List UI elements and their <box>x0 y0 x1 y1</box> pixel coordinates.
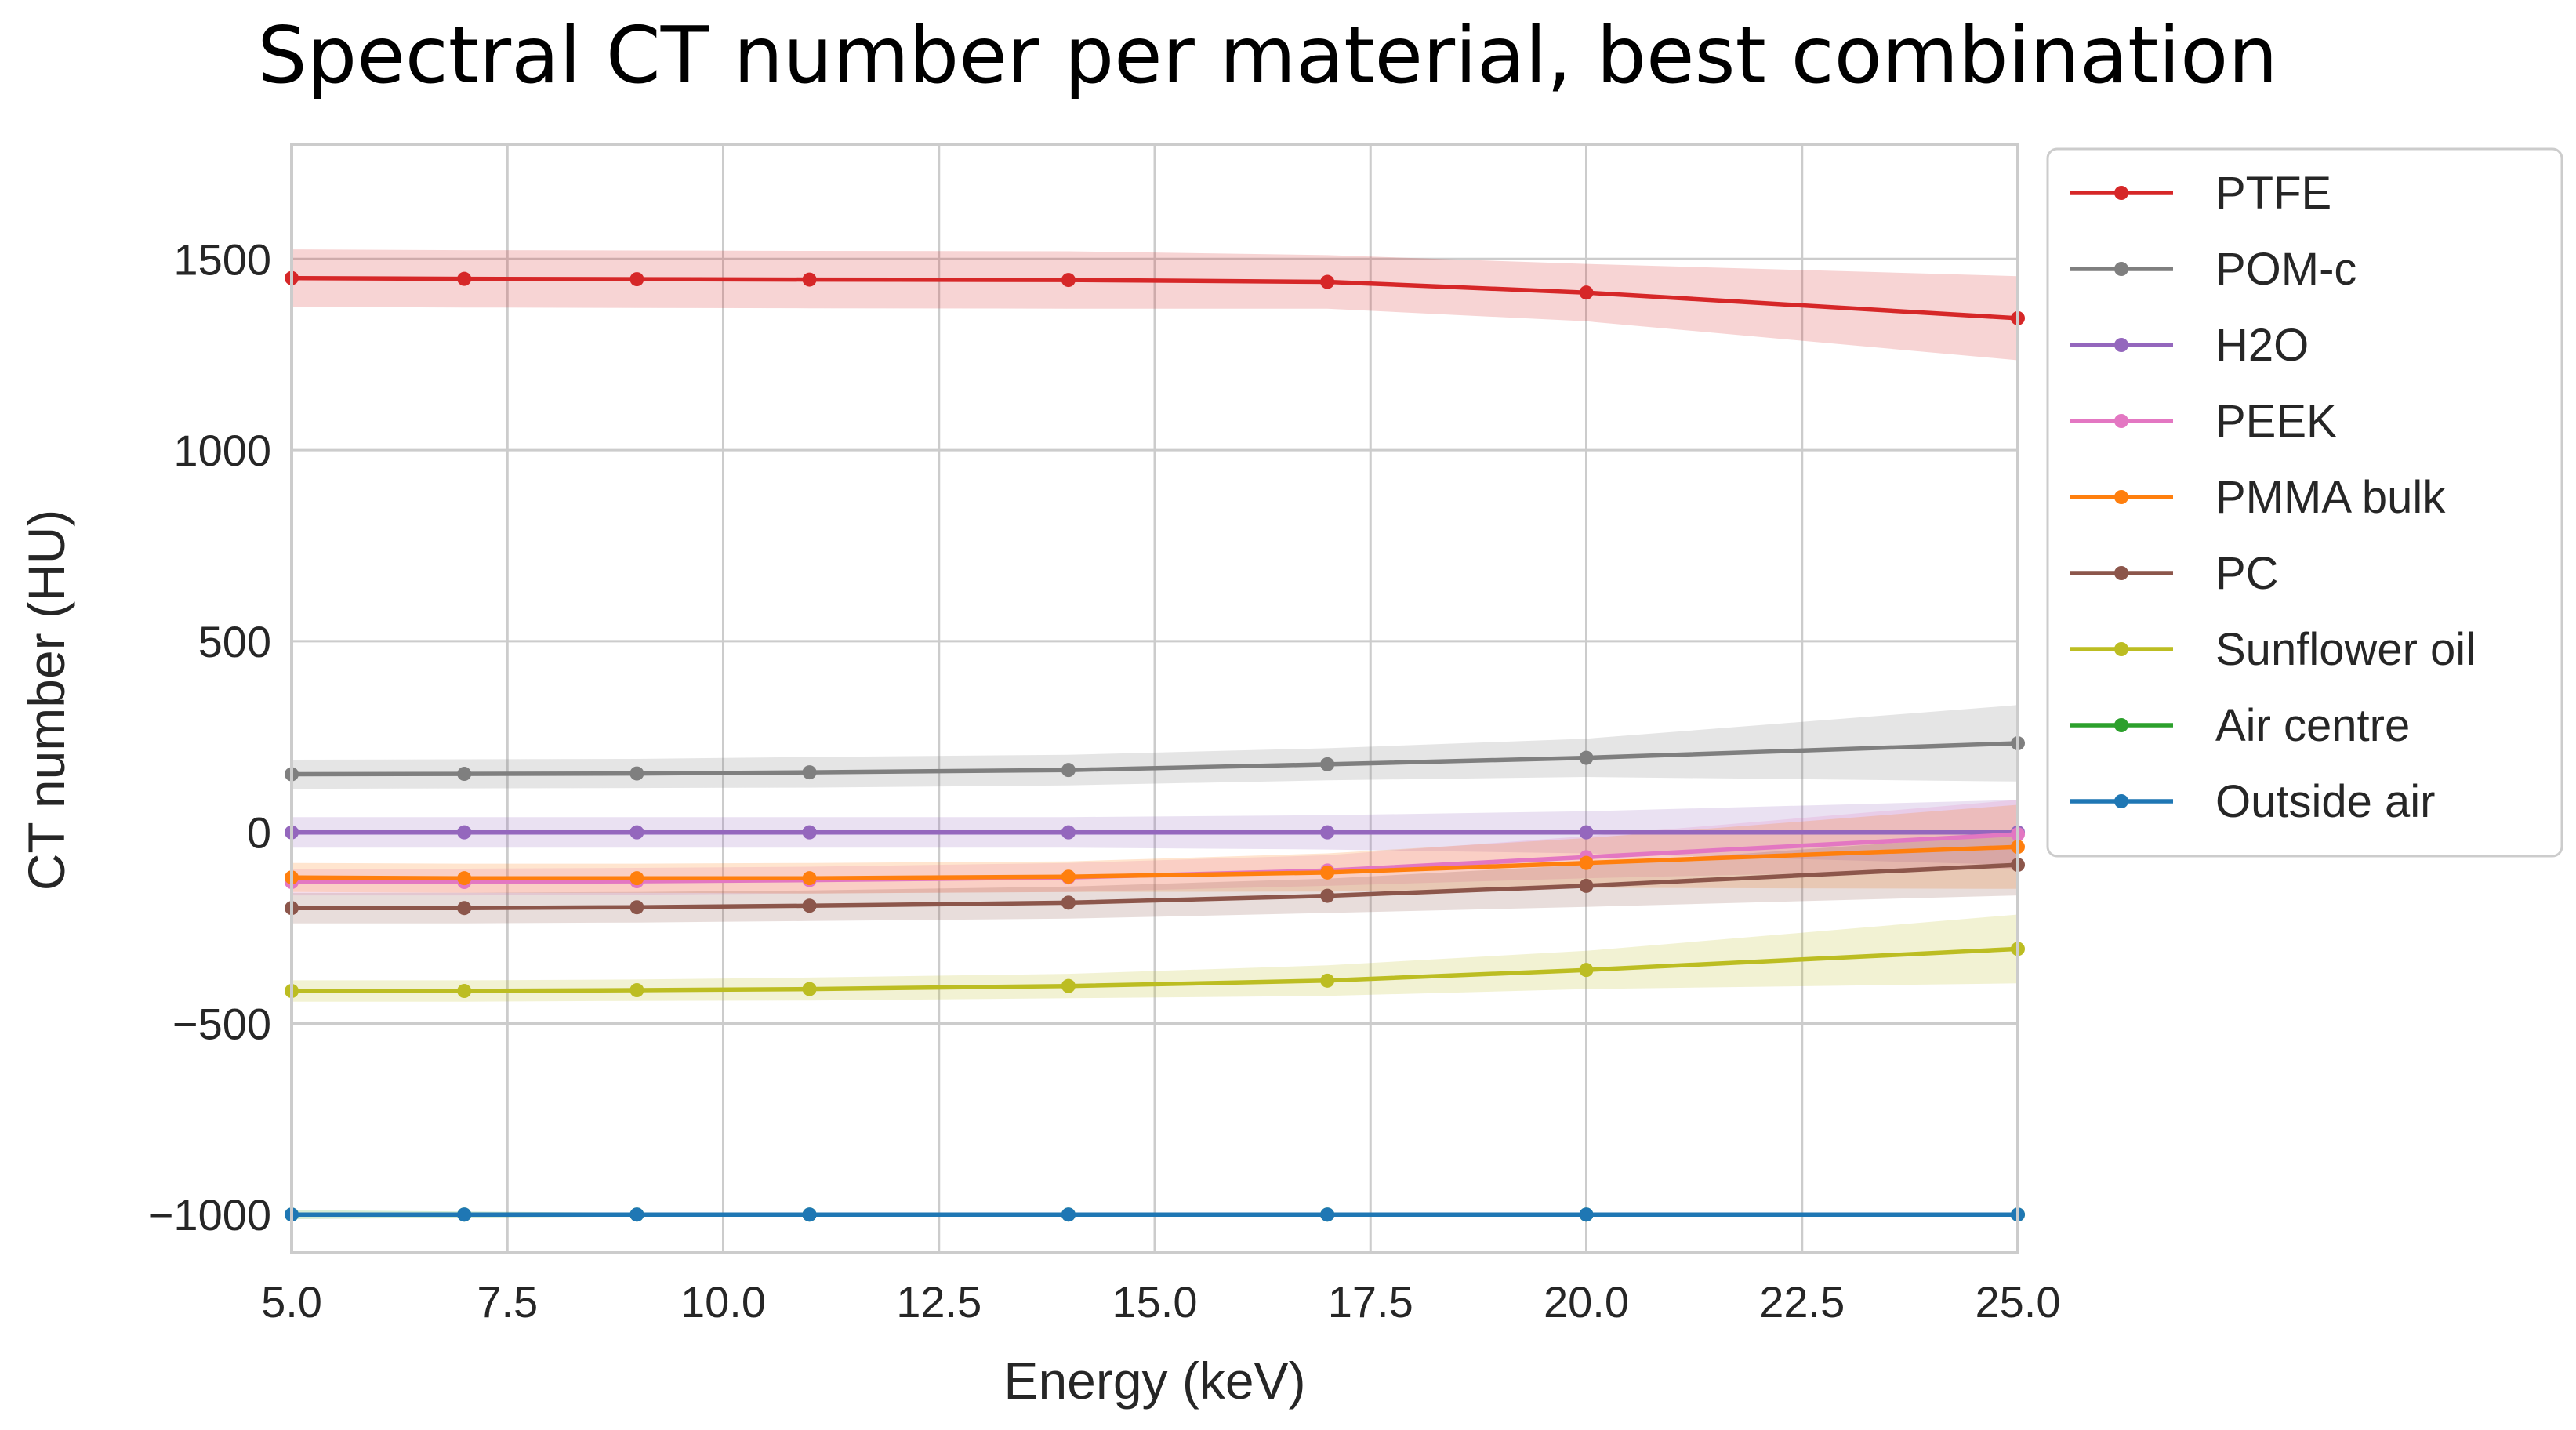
y-tick-label: 0 <box>247 808 271 858</box>
data-point <box>1061 869 1076 884</box>
data-point <box>1061 978 1076 993</box>
series-line-4 <box>291 844 2019 880</box>
x-tick-label: 25.0 <box>1976 1277 2061 1327</box>
data-point <box>457 271 472 286</box>
data-point <box>1579 1207 1594 1222</box>
data-point <box>1320 757 1335 771</box>
x-tick-label: 17.5 <box>1328 1277 1413 1327</box>
x-tick-label: 22.5 <box>1759 1277 1845 1327</box>
x-axis-label: Energy (keV) <box>1003 1352 1305 1410</box>
tick-labels: 5.0 7.5 10.0 12.5 15.0 17.5 20.0 22.5 25.0 −1000 −… <box>148 234 2061 1327</box>
x-tick-label: 20.0 <box>1544 1277 1629 1327</box>
data-point <box>629 272 644 287</box>
legend-label-1: POM-c <box>2215 244 2356 295</box>
data-point <box>1320 888 1335 903</box>
data-point <box>457 901 472 916</box>
legend: PTFE POM-c H2O PEEK PMMA bulk PC Sunflower oil… <box>2046 147 2563 858</box>
x-tick-label: 10.0 <box>680 1277 766 1327</box>
data-point <box>1061 1207 1076 1222</box>
band-4 <box>292 804 2018 894</box>
y-tick-label: −1000 <box>148 1190 271 1239</box>
x-tick-label: 7.5 <box>477 1277 538 1327</box>
legend-label-7: Air centre <box>2215 700 2410 751</box>
data-point <box>1579 963 1594 978</box>
series-line-5 <box>292 862 2019 910</box>
band-1 <box>292 705 2018 789</box>
series-line-1 <box>291 741 2019 777</box>
legend-marker-0 <box>2114 186 2128 200</box>
data-point <box>1061 273 1076 288</box>
data-point <box>802 825 817 840</box>
x-tick-label: 15.0 <box>1112 1277 1198 1327</box>
data-point <box>1579 855 1594 870</box>
data-point <box>629 900 644 915</box>
data-point <box>457 825 472 840</box>
series-line-6 <box>292 946 2019 993</box>
legend-marker-5 <box>2114 566 2128 580</box>
data-point <box>1061 825 1076 840</box>
y-tick-label: −500 <box>172 999 271 1048</box>
data-point <box>1061 763 1076 778</box>
data-point <box>802 871 817 886</box>
data-point <box>1579 878 1594 893</box>
data-point <box>1320 274 1335 289</box>
legend-frame <box>2046 147 2563 858</box>
data-point <box>629 871 644 886</box>
data-point <box>1579 750 1594 765</box>
data-point <box>1320 825 1335 840</box>
legend-marker-3 <box>2114 414 2128 428</box>
y-tick-label: 500 <box>198 617 271 666</box>
legend-marker-7 <box>2114 718 2128 732</box>
chart-title: Spectral CT number per material, best co… <box>257 9 2277 101</box>
data-point <box>1579 285 1594 300</box>
data-point <box>629 825 644 840</box>
y-tick-label: 1000 <box>173 426 271 475</box>
legend-label-8: Outside air <box>2215 776 2435 827</box>
legend-marker-6 <box>2114 642 2128 656</box>
data-point <box>457 871 472 886</box>
legend-label-2: H2O <box>2215 320 2309 371</box>
legend-label-3: PEEK <box>2215 396 2337 447</box>
data-point <box>629 983 644 998</box>
legend-label-5: PC <box>2215 548 2279 599</box>
data-point <box>629 766 644 781</box>
legend-marker-4 <box>2114 490 2128 504</box>
plot-frame <box>290 143 2019 1254</box>
legend-marker-8 <box>2114 794 2128 808</box>
legend-marker-1 <box>2114 262 2128 276</box>
data-point <box>629 1207 644 1222</box>
band-3 <box>292 800 2018 896</box>
legend-label-0: PTFE <box>2215 168 2331 219</box>
data-point <box>1320 1207 1335 1222</box>
band-6 <box>292 914 2018 1002</box>
legend-label-6: Sunflower oil <box>2215 624 2476 675</box>
data-point <box>802 765 817 780</box>
data-point <box>1061 895 1076 910</box>
data-point <box>1320 865 1335 880</box>
band-5 <box>292 834 2018 924</box>
data-point <box>1320 973 1335 988</box>
data-point <box>457 984 472 999</box>
y-tick-label: 1500 <box>173 234 271 284</box>
data-point <box>457 1207 472 1222</box>
x-tick-label: 5.0 <box>261 1277 322 1327</box>
series-line-0 <box>291 275 2019 321</box>
data-point <box>802 272 817 287</box>
data-point <box>802 898 817 913</box>
data-point <box>1579 825 1594 840</box>
data-point <box>802 1207 817 1222</box>
data-point <box>802 982 817 996</box>
band-0 <box>292 249 2018 361</box>
confidence-bands <box>292 249 2018 1220</box>
series-lines <box>285 270 2025 1222</box>
x-tick-label: 12.5 <box>896 1277 981 1327</box>
y-axis-label: CT number (HU) <box>17 510 75 891</box>
data-point <box>457 767 472 782</box>
legend-marker-2 <box>2114 338 2128 352</box>
legend-label-4: PMMA bulk <box>2215 472 2446 523</box>
